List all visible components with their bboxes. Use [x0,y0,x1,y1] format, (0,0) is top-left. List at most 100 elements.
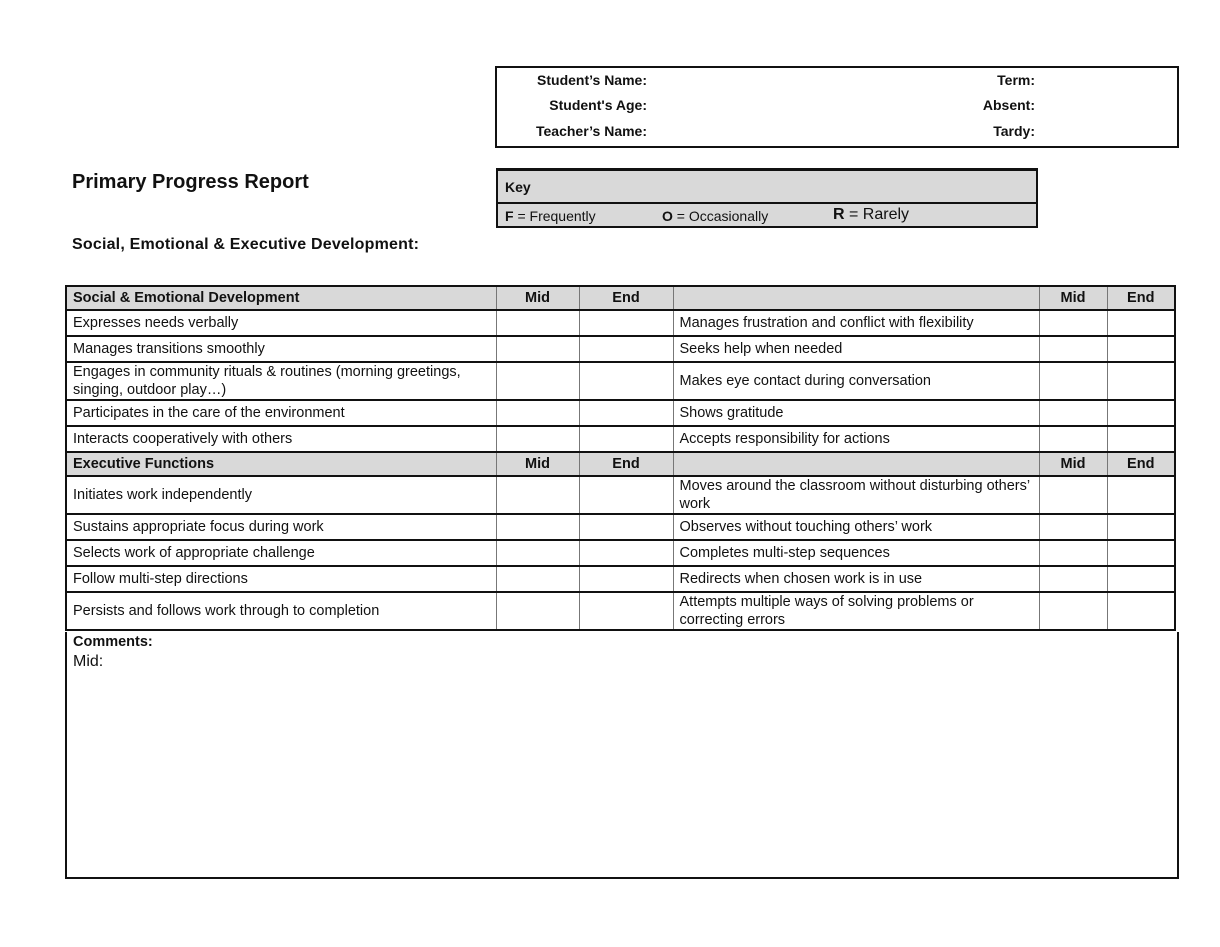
student-name-label: Student’s Name: [537,72,647,88]
key-heading: Key [498,171,1036,204]
section-heading: Social & Emotional Development [65,285,497,311]
skill-label: Manages transitions smoothly [65,335,497,363]
mid-rating-cell[interactable] [495,425,580,453]
end-rating-cell[interactable] [578,399,674,427]
skill-label: Expresses needs verbally [65,309,497,337]
tardy-label: Tardy: [993,123,1035,139]
mid-header: Mid [1038,285,1108,311]
skill-label: Moves around the classroom without distu… [672,475,1040,515]
skill-label: Attempts multiple ways of solving proble… [672,591,1040,631]
absent-label: Absent: [982,97,1035,113]
table-row: Participates in the care of the environm… [65,399,1176,427]
table-row: Follow multi-step directions Redirects wh… [65,565,1176,593]
mid-rating-cell[interactable] [495,565,580,593]
blank-header [672,451,1040,477]
end-rating-cell[interactable] [1106,539,1176,567]
skill-label: Selects work of appropriate challenge [65,539,497,567]
end-rating-cell[interactable] [1106,475,1176,515]
skill-label: Seeks help when needed [672,335,1040,363]
page-title: Primary Progress Report [72,171,309,193]
mid-rating-cell[interactable] [495,399,580,427]
skill-label: Accepts responsibility for actions [672,425,1040,453]
end-rating-cell[interactable] [578,565,674,593]
skill-label: Follow multi-step directions [65,565,497,593]
mid-rating-cell[interactable] [1038,475,1108,515]
mid-rating-cell[interactable] [495,539,580,567]
end-rating-cell[interactable] [1106,591,1176,631]
mid-header: Mid [1038,451,1108,477]
skill-label: Engages in community rituals & routines … [65,361,497,401]
mid-rating-cell[interactable] [1038,513,1108,541]
end-rating-cell[interactable] [578,539,674,567]
development-table: Social & Emotional Development Mid End Mid E… [65,285,1176,631]
end-rating-cell[interactable] [1106,335,1176,363]
end-rating-cell[interactable] [578,309,674,337]
mid-rating-cell[interactable] [1038,591,1108,631]
end-rating-cell[interactable] [1106,309,1176,337]
student-info-box: Student’s Name: Student's Age: Teacher’s… [495,66,1179,148]
table-row: Manages transitions smoothly Seeks help w… [65,335,1176,363]
comments-mid-label: Mid: [73,653,104,670]
key-frequently: F = Frequently [505,208,596,224]
term-label: Term: [997,72,1035,88]
mid-rating-cell[interactable] [1038,309,1108,337]
key-box: Key F = Frequently O = Occasionally R = … [496,168,1038,228]
skill-label: Makes eye contact during conversation [672,361,1040,401]
skill-label: Observes without touching others’ work [672,513,1040,541]
skill-label: Participates in the care of the environm… [65,399,497,427]
comments-heading: Comments: [73,634,153,650]
end-header: End [578,451,674,477]
mid-rating-cell[interactable] [1038,361,1108,401]
key-occasionally: O = Occasionally [662,208,769,224]
end-rating-cell[interactable] [578,361,674,401]
mid-rating-cell[interactable] [495,361,580,401]
section-header-row: Social & Emotional Development Mid End Mid E… [65,285,1176,311]
skill-label: Initiates work independently [65,475,497,515]
mid-rating-cell[interactable] [1038,565,1108,593]
end-rating-cell[interactable] [578,335,674,363]
skill-label: Redirects when chosen work is in use [672,565,1040,593]
mid-header: Mid [495,285,580,311]
section-header-row: Executive Functions Mid End Mid End [65,451,1176,477]
skill-label: Interacts cooperatively with others [65,425,497,453]
student-age-label: Student's Age: [549,97,647,113]
end-rating-cell[interactable] [578,591,674,631]
table-row: Initiates work independently Moves around… [65,475,1176,515]
table-row: Expresses needs verbally Manages frustrat… [65,309,1176,337]
mid-header: Mid [495,451,580,477]
mid-rating-cell[interactable] [1038,335,1108,363]
table-row: Interacts cooperatively with others Accep… [65,425,1176,453]
skill-label: Sustains appropriate focus during work [65,513,497,541]
end-rating-cell[interactable] [1106,513,1176,541]
mid-rating-cell[interactable] [1038,399,1108,427]
mid-rating-cell[interactable] [495,591,580,631]
end-rating-cell[interactable] [578,475,674,515]
mid-rating-cell[interactable] [495,335,580,363]
skill-label: Shows gratitude [672,399,1040,427]
end-rating-cell[interactable] [1106,565,1176,593]
key-rarely: R = Rarely [833,206,910,223]
end-rating-cell[interactable] [578,425,674,453]
mid-rating-cell[interactable] [1038,425,1108,453]
teacher-name-label: Teacher’s Name: [535,123,647,139]
table-row: Persists and follows work through to com… [65,591,1176,631]
end-rating-cell[interactable] [1106,399,1176,427]
mid-rating-cell[interactable] [495,309,580,337]
end-rating-cell[interactable] [578,513,674,541]
end-header: End [1106,451,1176,477]
table-row: Engages in community rituals & routines … [65,361,1176,401]
end-rating-cell[interactable] [1106,361,1176,401]
table-row: Selects work of appropriate challenge Com… [65,539,1176,567]
blank-header [672,285,1040,311]
mid-rating-cell[interactable] [495,513,580,541]
table-row: Sustains appropriate focus during work Ob… [65,513,1176,541]
end-header: End [578,285,674,311]
end-rating-cell[interactable] [1106,425,1176,453]
section-heading: Executive Functions [65,451,497,477]
mid-rating-cell[interactable] [1038,539,1108,567]
mid-rating-cell[interactable] [495,475,580,515]
comments-box[interactable]: Comments: Mid: [65,632,1179,879]
end-header: End [1106,285,1176,311]
skill-label: Persists and follows work through to com… [65,591,497,631]
